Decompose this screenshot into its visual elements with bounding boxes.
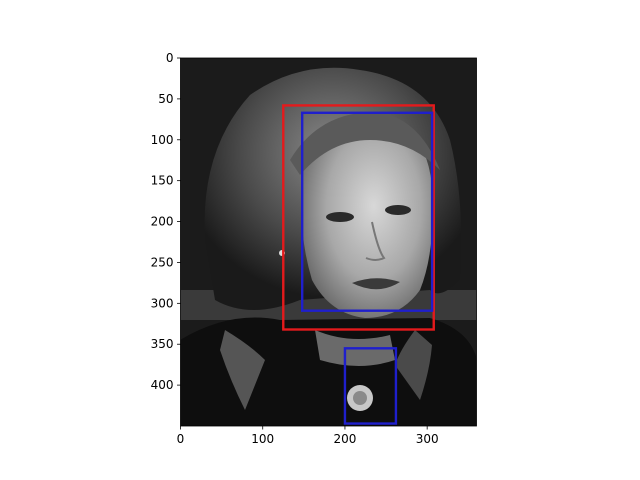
- red-box: [282, 104, 435, 331]
- x-tick-label: 100: [251, 432, 274, 446]
- x-tick-label: 300: [416, 432, 439, 446]
- blue-box-face: [300, 111, 434, 312]
- y-tick-label: 250: [151, 255, 174, 269]
- y-tick-label: 0: [166, 51, 174, 65]
- x-axis: 0 100 200 300: [177, 426, 439, 446]
- y-tick-label: 400: [151, 378, 174, 392]
- y-tick-label: 150: [151, 174, 174, 188]
- y-tick-label: 100: [151, 133, 174, 147]
- y-axis: 0 50 100 150 200 250 300 350 400: [151, 51, 181, 392]
- axes-frame: [180, 57, 477, 427]
- x-tick-label: 200: [333, 432, 356, 446]
- y-tick-label: 350: [151, 337, 174, 351]
- x-tick-label: 0: [177, 432, 185, 446]
- portrait-photo: [180, 58, 477, 426]
- bounding-boxes: [282, 104, 435, 425]
- y-tick-label: 300: [151, 296, 174, 310]
- y-tick-label: 50: [158, 92, 173, 106]
- y-tick-label: 200: [151, 215, 174, 229]
- blue-box-pin: [343, 347, 398, 425]
